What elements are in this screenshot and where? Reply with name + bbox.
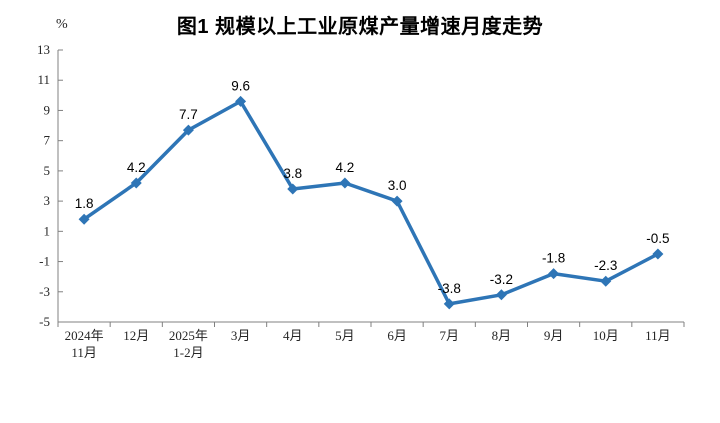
- data-point-label: -3.2: [490, 272, 513, 287]
- y-axis-tick-label: 1: [44, 223, 51, 238]
- data-point-marker: [391, 195, 403, 207]
- data-point-marker: [182, 124, 194, 136]
- data-point-marker: [600, 275, 612, 287]
- data-point-label: 4.2: [336, 160, 355, 175]
- series-line: [82, 99, 660, 306]
- data-point-label: -1.8: [542, 251, 565, 266]
- y-axis-tick-label: -3: [39, 284, 50, 299]
- data-point-label: 9.6: [231, 78, 250, 93]
- x-axis-category-label: 9月: [544, 328, 564, 343]
- x-axis-category-label: 10月: [593, 328, 619, 343]
- data-point-marker: [235, 95, 247, 107]
- x-axis-category-label: 6月: [387, 328, 407, 343]
- data-point-marker: [443, 298, 455, 310]
- data-point-marker: [652, 248, 664, 260]
- y-axis-unit-label: %: [56, 17, 68, 32]
- x-axis-category-label: 11月: [71, 345, 97, 360]
- x-axis-category-label: 5月: [335, 328, 355, 343]
- data-point-label: -2.3: [594, 258, 617, 273]
- data-point-label: -3.8: [438, 281, 461, 296]
- x-axis-category-label: 4月: [283, 328, 303, 343]
- x-axis-category-label: 8月: [492, 328, 512, 343]
- x-axis-category-label: 2025年: [169, 328, 208, 343]
- x-axis-category-label: 3月: [231, 328, 251, 343]
- y-axis-tick-label: -5: [39, 314, 50, 329]
- y-axis-tick-label: -1: [39, 254, 50, 269]
- data-point-marker: [78, 213, 90, 225]
- x-axis-category-label: 12月: [123, 328, 149, 343]
- data-point-label: 4.2: [127, 160, 146, 175]
- y-axis-tick-label: 13: [37, 42, 50, 57]
- data-point-marker: [339, 177, 351, 189]
- y-axis-tick-label: 5: [44, 163, 51, 178]
- chart-title: 图1 规模以上工业原煤产量增速月度走势: [176, 16, 544, 38]
- data-point-label: 1.8: [75, 196, 94, 211]
- x-axis-category-label: 1-2月: [173, 345, 203, 360]
- data-point-marker: [495, 289, 507, 301]
- data-point-label: 7.7: [179, 107, 198, 122]
- y-axis-tick-label: 7: [44, 133, 51, 148]
- x-axis-category-label: 7月: [439, 328, 459, 343]
- y-axis-tick-label: 9: [44, 102, 51, 117]
- data-point-label: 3.0: [388, 178, 407, 193]
- x-axis-category-label: 11月: [645, 328, 671, 343]
- y-axis-tick-label: 3: [44, 193, 51, 208]
- data-point-marker: [548, 268, 560, 280]
- data-point-label: 3.8: [283, 166, 302, 181]
- x-axis-category-label: 2024年: [65, 328, 104, 343]
- data-point-marker: [287, 183, 299, 195]
- data-point-marker: [130, 177, 142, 189]
- data-point-label: -0.5: [646, 231, 669, 246]
- y-axis-tick-label: 11: [37, 72, 50, 87]
